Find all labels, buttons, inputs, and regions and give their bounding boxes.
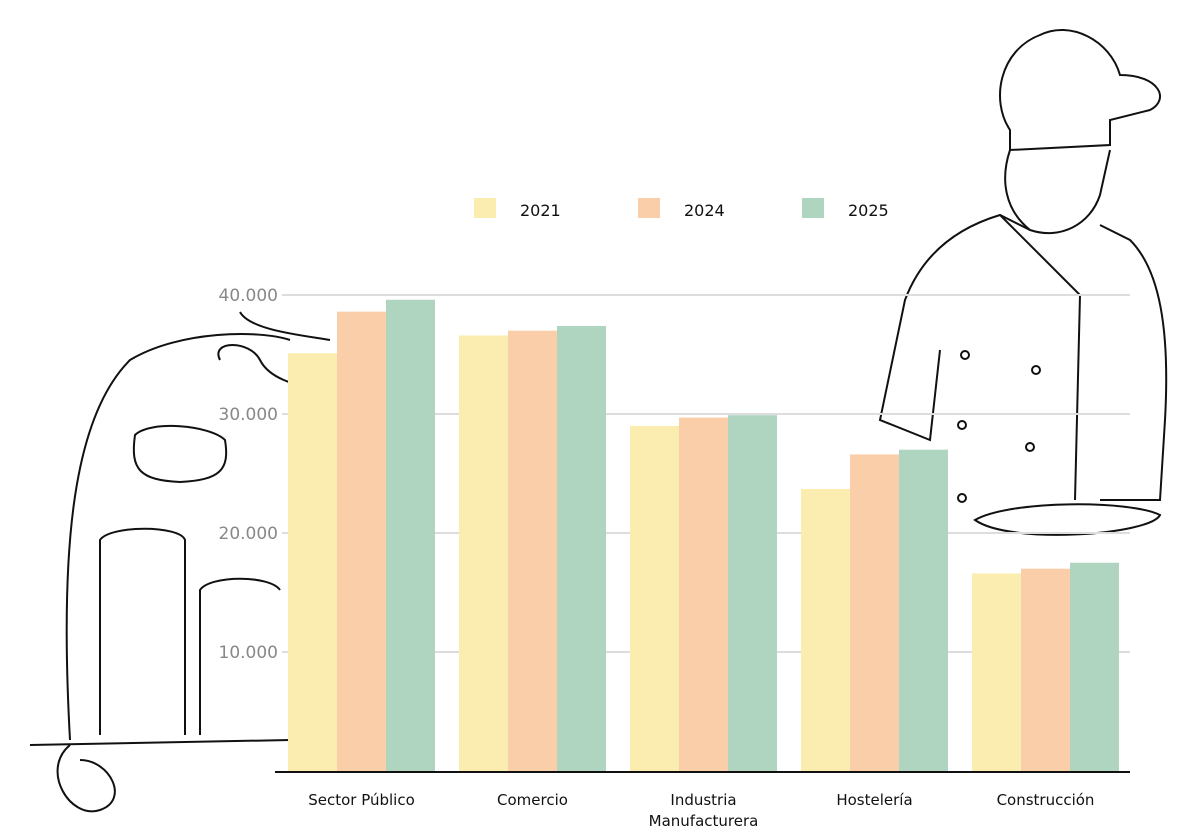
bar-2024 — [337, 311, 386, 771]
bar-2025 — [557, 325, 606, 771]
bar-2024 — [850, 454, 899, 771]
bar-2025 — [728, 415, 777, 771]
x-tick-label: Sector Público — [308, 791, 415, 809]
x-tick-label: Industria Manufacturera — [649, 791, 759, 830]
bar-2021 — [972, 573, 1021, 771]
legend: 2021 2024 2025 — [474, 198, 889, 220]
x-axis-labels: Sector Público Comercio Industria Manufactu… — [308, 791, 1094, 830]
x-tick-label: Construcción — [997, 791, 1095, 809]
legend-label: 2025 — [848, 201, 889, 220]
bar-2021 — [801, 488, 850, 771]
bar-2021 — [630, 425, 679, 771]
legend-label: 2024 — [684, 201, 725, 220]
cake-stand-illustration — [29, 311, 331, 813]
bar-2021 — [459, 335, 508, 771]
x-tick-label: Hostelería — [836, 791, 912, 809]
y-tick-label: 10.000 — [219, 643, 278, 663]
y-tick-label: 20.000 — [219, 524, 278, 544]
legend-label: 2021 — [520, 201, 561, 220]
bar-2025 — [899, 449, 948, 771]
bars — [288, 299, 1119, 771]
bar-2025 — [1070, 562, 1119, 771]
bar-2025 — [386, 299, 435, 771]
y-axis-ticks: 10.000 20.000 30.000 40.000 — [219, 286, 278, 663]
legend-swatch — [474, 198, 496, 218]
bar-2024 — [508, 330, 557, 771]
y-tick-label: 30.000 — [219, 405, 278, 425]
legend-swatch — [802, 198, 824, 218]
bar-2024 — [679, 417, 728, 771]
legend-swatch — [638, 198, 660, 218]
bar-2021 — [288, 353, 337, 771]
x-tick-label: Comercio — [497, 791, 568, 809]
bar-2024 — [1021, 568, 1070, 771]
y-tick-label: 40.000 — [219, 286, 278, 306]
